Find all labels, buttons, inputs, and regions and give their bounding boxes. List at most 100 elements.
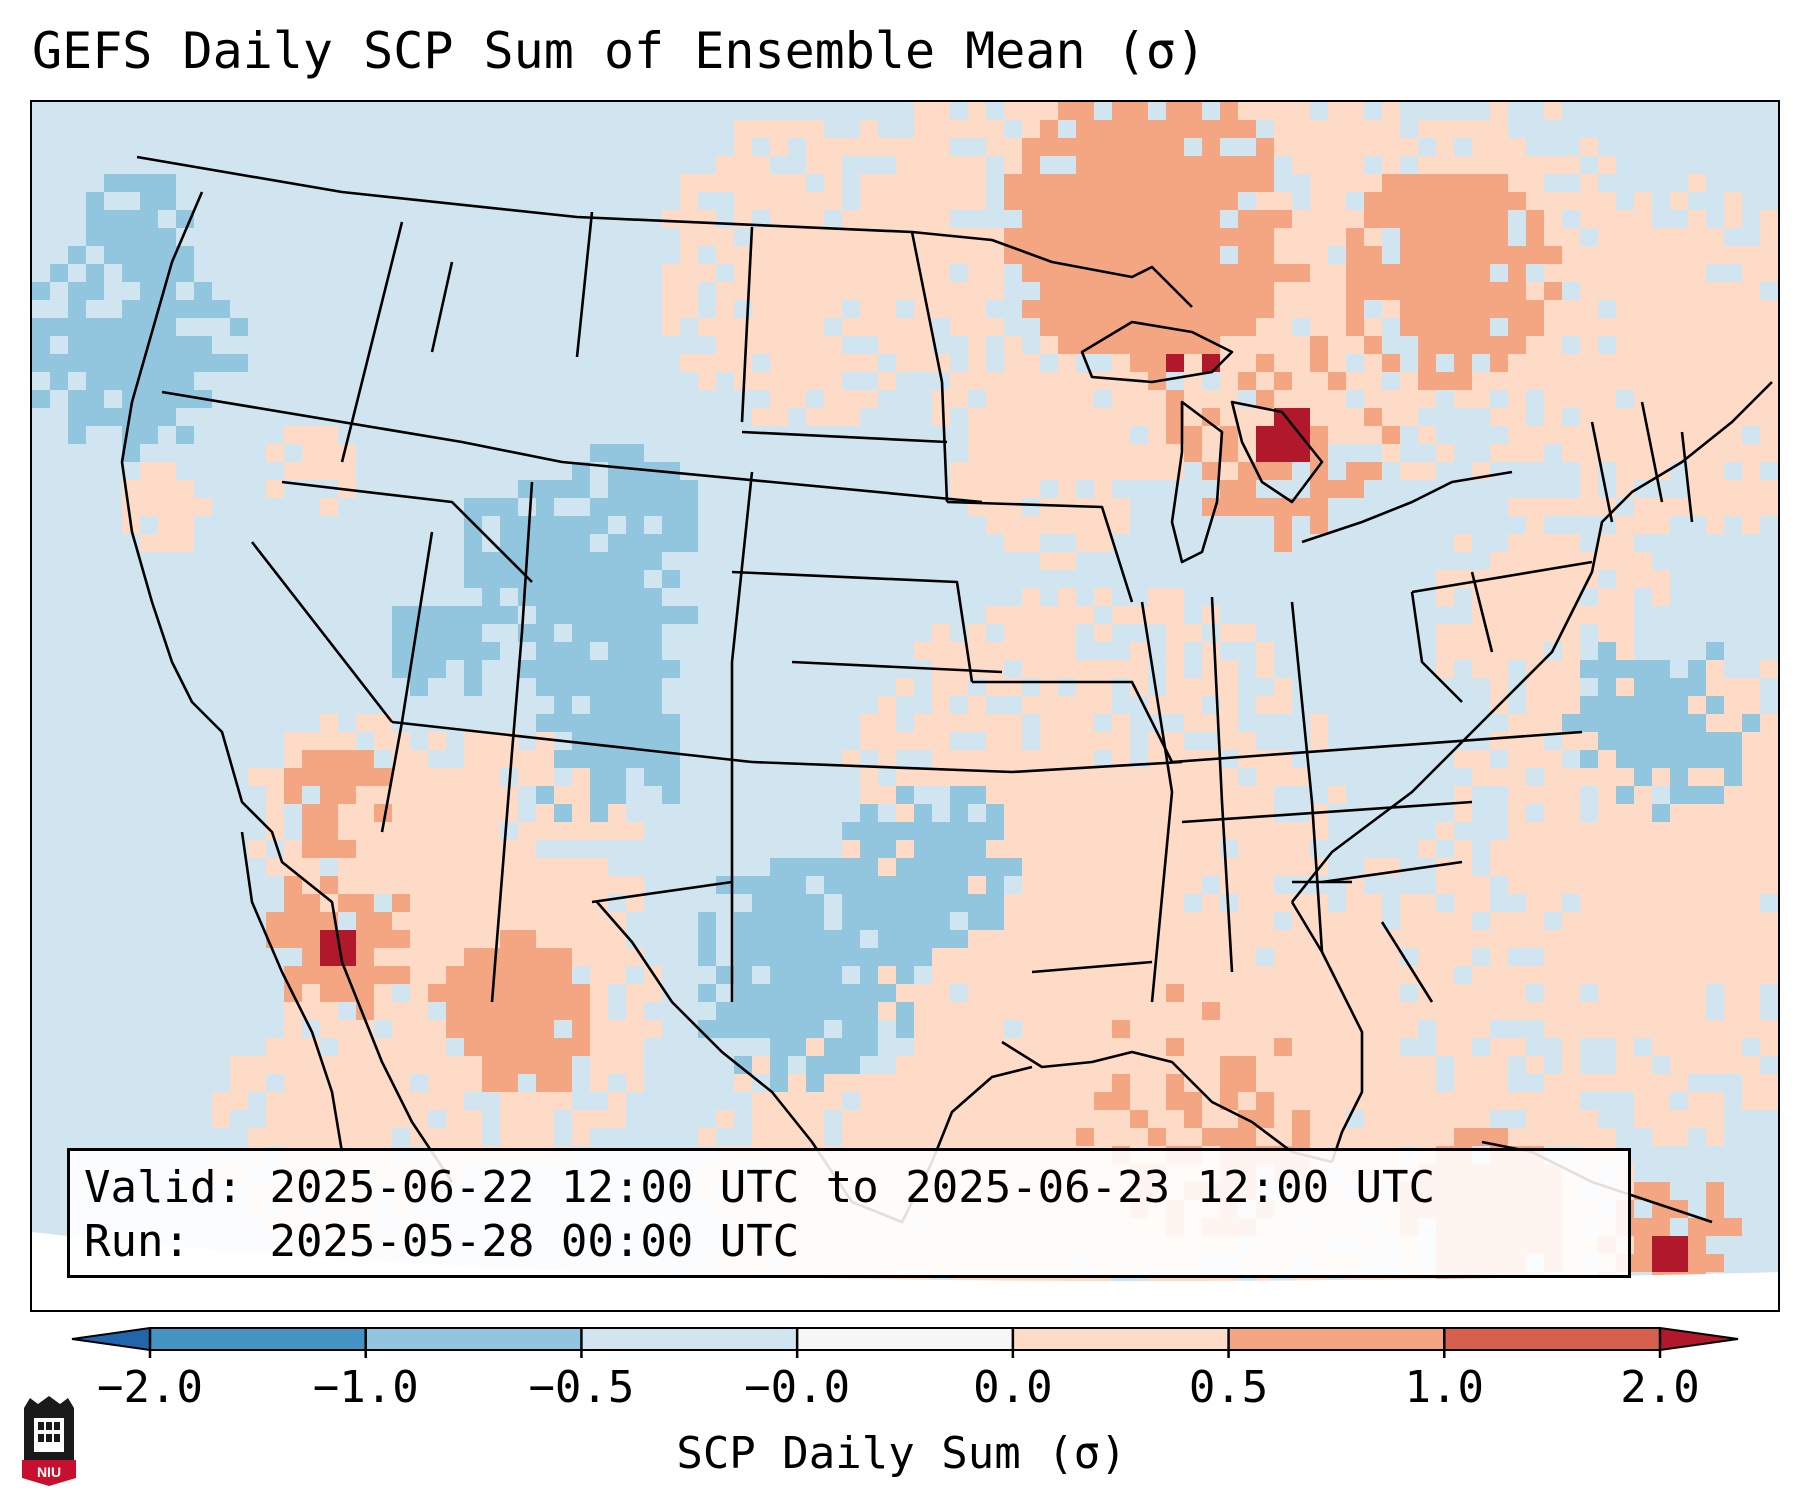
- scp-grid-cell: [1724, 336, 1742, 354]
- scp-grid-cell: [1238, 966, 1256, 984]
- scp-grid-cell: [896, 768, 914, 786]
- scp-grid-cell: [320, 930, 338, 948]
- scp-grid-cell: [1004, 354, 1022, 372]
- scp-grid-cell: [914, 1110, 932, 1128]
- scp-grid-cell: [1310, 228, 1328, 246]
- scp-grid-cell: [932, 1110, 950, 1128]
- scp-grid-cell: [950, 1074, 968, 1092]
- scp-grid-cell: [1652, 858, 1670, 876]
- scp-grid-cell: [464, 642, 482, 660]
- scp-grid-cell: [1310, 156, 1328, 174]
- scp-grid-cell: [662, 660, 680, 678]
- scp-grid-cell: [626, 750, 644, 768]
- scp-grid-cell: [1004, 894, 1022, 912]
- scp-grid-cell: [1580, 966, 1598, 984]
- scp-grid-cell: [1472, 966, 1490, 984]
- scp-grid-cell: [1652, 318, 1670, 336]
- scp-grid-cell: [1670, 948, 1688, 966]
- scp-grid-cell: [1130, 822, 1148, 840]
- scp-grid-cell: [500, 516, 518, 534]
- scp-grid-cell: [608, 1056, 626, 1074]
- scp-grid-cell: [1004, 480, 1022, 498]
- scp-grid-cell: [1742, 912, 1760, 930]
- scp-grid-cell: [842, 1038, 860, 1056]
- scp-grid-cell: [1418, 894, 1436, 912]
- scp-grid-cell: [1202, 462, 1220, 480]
- scp-grid-cell: [1400, 318, 1418, 336]
- scp-grid-cell: [1022, 372, 1040, 390]
- scp-grid-cell: [1202, 840, 1220, 858]
- scp-grid-cell: [608, 534, 626, 552]
- scp-grid-cell: [104, 228, 122, 246]
- scp-grid-cell: [410, 1020, 428, 1038]
- scp-grid-cell: [932, 858, 950, 876]
- scp-grid-cell: [1184, 390, 1202, 408]
- scp-grid-cell: [698, 210, 716, 228]
- scp-grid-cell: [1724, 1020, 1742, 1038]
- scp-grid-cell: [842, 876, 860, 894]
- scp-grid-cell: [1526, 840, 1544, 858]
- scp-grid-cell: [1292, 138, 1310, 156]
- scp-grid-cell: [1490, 930, 1508, 948]
- scp-grid-cell: [824, 300, 842, 318]
- scp-grid-cell: [1256, 1074, 1274, 1092]
- scp-grid-cell: [662, 786, 680, 804]
- scp-grid-cell: [356, 930, 374, 948]
- scp-grid-cell: [1040, 660, 1058, 678]
- scp-grid-cell: [752, 984, 770, 1002]
- niu-logo-icon: NIU: [22, 1396, 76, 1486]
- scp-grid-cell: [392, 606, 410, 624]
- scp-grid-cell: [1130, 1128, 1148, 1146]
- scp-grid-cell: [914, 1092, 932, 1110]
- scp-grid-cell: [590, 678, 608, 696]
- scp-grid-cell: [1706, 678, 1724, 696]
- scp-grid-cell: [1202, 1002, 1220, 1020]
- scp-grid-cell: [1076, 372, 1094, 390]
- scp-grid-cell: [464, 624, 482, 642]
- scp-grid-cell: [1598, 984, 1616, 1002]
- scp-grid-cell: [68, 300, 86, 318]
- scp-grid-cell: [1184, 192, 1202, 210]
- scp-grid-cell: [1652, 966, 1670, 984]
- scp-grid-cell: [122, 444, 140, 462]
- scp-grid-cell: [1454, 174, 1472, 192]
- scp-grid-cell: [1652, 714, 1670, 732]
- scp-grid-cell: [554, 804, 572, 822]
- scp-grid-cell: [428, 768, 446, 786]
- scp-grid-cell: [1508, 192, 1526, 210]
- scp-grid-cell: [464, 768, 482, 786]
- scp-grid-cell: [1148, 984, 1166, 1002]
- scp-grid-cell: [1634, 1092, 1652, 1110]
- scp-grid-cell: [1310, 516, 1328, 534]
- scp-grid-cell: [1148, 804, 1166, 822]
- scp-grid-cell: [1454, 1056, 1472, 1074]
- scp-grid-cell: [626, 498, 644, 516]
- scp-grid-cell: [1220, 732, 1238, 750]
- scp-grid-cell: [1112, 912, 1130, 930]
- scp-grid-cell: [140, 462, 158, 480]
- scp-grid-cell: [1418, 840, 1436, 858]
- scp-grid-cell: [104, 318, 122, 336]
- scp-grid-cell: [1616, 786, 1634, 804]
- scp-grid-cell: [1562, 264, 1580, 282]
- scp-grid-cell: [1778, 786, 1780, 804]
- map-panel[interactable]: [30, 100, 1780, 1312]
- scp-grid-cell: [752, 894, 770, 912]
- scp-grid-cell: [1220, 120, 1238, 138]
- scp-grid-cell: [428, 840, 446, 858]
- scp-grid-cell: [464, 876, 482, 894]
- scp-grid-cell: [1328, 228, 1346, 246]
- scp-grid-cell: [230, 354, 248, 372]
- scp-grid-cell: [860, 912, 878, 930]
- scp-grid-cell: [1472, 1092, 1490, 1110]
- scp-grid-cell: [1688, 228, 1706, 246]
- scp-grid-cell: [482, 1002, 500, 1020]
- scp-grid-cell: [1526, 606, 1544, 624]
- scp-grid-cell: [428, 966, 446, 984]
- scp-grid-cell: [302, 894, 320, 912]
- scp-grid-cell: [788, 1020, 806, 1038]
- west-coast: [120, 191, 454, 1183]
- scp-grid-cell: [1472, 1110, 1490, 1128]
- scp-grid-cell: [1148, 390, 1166, 408]
- scp-grid-cell: [266, 444, 284, 462]
